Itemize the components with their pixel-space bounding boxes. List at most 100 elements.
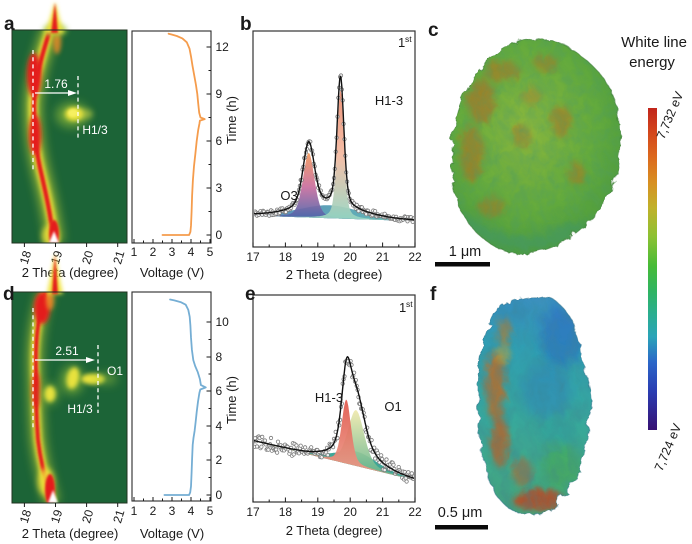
xrd-fit-line: [254, 75, 414, 221]
panel-d-contour-plot: 2.51 O1 H1/3 18 19 20 21 2 Theta (degree…: [11, 253, 128, 541]
colorbar-gradient: [648, 108, 657, 430]
xtick: 18: [17, 508, 34, 525]
voltage-a-frame: [131, 30, 212, 244]
colorbar-title-line1: White line: [621, 34, 687, 51]
time-axis-label-a: Time (h): [224, 96, 239, 144]
peak-label-H13-b: H1-3: [375, 93, 403, 108]
ttick: 0: [216, 488, 223, 502]
cycle-superscript-e: st: [406, 299, 413, 309]
vtick: 2: [150, 245, 157, 259]
panel-label-b: b: [240, 14, 252, 35]
xtick: 17: [246, 250, 260, 264]
xaxis-label-voltage-d: Voltage (V): [140, 526, 204, 541]
xrd-e-frame: [252, 294, 416, 503]
xtick: 19: [48, 508, 65, 525]
phase-label-h13-a: H1/3: [82, 123, 108, 137]
scalebar-f: [435, 525, 488, 530]
cycle-superscript-b: st: [405, 34, 412, 44]
contour-d-xaxis: 18 19 20 21 2 Theta (degree): [17, 503, 128, 541]
xrd-fit-line: [254, 355, 414, 480]
xrd-b-ticks: [252, 242, 416, 247]
contour-d-annotations: 2.51 O1 H1/3: [32, 308, 123, 430]
vtick: 3: [169, 245, 176, 259]
panel-e-xrd-plot: 1 st H1-3 O1 17 18 19 20 21 22 2 Theta (…: [246, 294, 422, 538]
vtick: 5: [207, 245, 214, 259]
scalebar-label-c: 1 μm: [449, 244, 482, 260]
peak-label-O3: O3: [280, 188, 297, 203]
vtick: 4: [188, 504, 195, 518]
voltage-a-curve: [161, 32, 206, 236]
xtick: 17: [246, 505, 260, 519]
scalebar-c: [435, 262, 490, 267]
panel-d-voltage-plot: 1 2 3 4 5 Voltage (V) 0 2 4 6 8 10 Time …: [131, 291, 239, 541]
ttick: 3: [216, 181, 223, 195]
colorbar-max-value: 7,732 eV: [654, 89, 687, 141]
xtick: 21: [110, 249, 127, 266]
scalebar-label-f: 0.5 μm: [438, 505, 483, 521]
ttick: 9: [216, 87, 223, 101]
contour-d-intensity-art: [27, 292, 117, 503]
contour-a-frame: [11, 29, 128, 244]
panel-a-contour-plot: 1.76 H1/3 18 19 20 21 2 Theta (degree): [11, 2, 128, 280]
xaxis-label-voltage-a: Voltage (V): [140, 265, 204, 280]
shift-arrowhead: [68, 90, 77, 96]
ttick: 4: [216, 419, 223, 433]
xtick: 21: [110, 508, 127, 525]
xtick: 19: [311, 505, 325, 519]
contour-a-intensity-art: [24, 30, 93, 243]
ttick: 12: [216, 40, 230, 54]
ttick: 2: [216, 453, 223, 467]
voltage-a-ticks: [133, 46, 211, 243]
contour-d-frame: [11, 291, 128, 504]
panel-b-xrd-plot: 1 st O3 H1-3 17 18 19 20 21 22 2 Theta (…: [246, 30, 422, 282]
vtick: 2: [150, 504, 157, 518]
xtick: 22: [408, 250, 422, 264]
xrd-component-fill-H1-3: [254, 89, 414, 221]
voltage-d-frame: [131, 291, 212, 502]
vtick: 5: [207, 504, 214, 518]
panel-c-particle-map: 1 μm: [435, 36, 619, 267]
shift-value-a: 1.76: [44, 77, 68, 91]
contour-a-annotations: 1.76 H1/3: [32, 50, 108, 172]
xtick: 18: [17, 249, 34, 266]
xrd-component-fill-O1: [254, 410, 414, 480]
xtick: 18: [279, 250, 293, 264]
vtick: 4: [188, 245, 195, 259]
vtick: 1: [131, 245, 138, 259]
xtick: 19: [48, 249, 65, 266]
xtick: 20: [79, 249, 96, 266]
xrd-e-data: [254, 355, 414, 484]
panel-label-e: e: [245, 284, 256, 305]
xtick: 19: [311, 250, 325, 264]
vtick: 1: [131, 504, 138, 518]
voltage-d-ticks: [133, 321, 211, 501]
xaxis-label-e: 2 Theta (degree): [286, 523, 383, 538]
panel-f-particle-map: 0.5 μm: [435, 294, 590, 530]
vtick: 3: [169, 504, 176, 518]
xrd-b-data: [254, 73, 414, 224]
xaxis-label-contour-d: 2 Theta (degree): [22, 526, 119, 541]
contour-d-top-flame: [47, 253, 63, 294]
xtick: 20: [344, 250, 358, 264]
time-axis-label-d: Time (h): [224, 376, 239, 424]
xtick: 18: [279, 505, 293, 519]
xtick: 21: [376, 250, 390, 264]
shift-value-d: 2.51: [55, 344, 79, 358]
phase-label-O1-d: O1: [107, 364, 123, 378]
xtick: 20: [344, 505, 358, 519]
xrd-e-ticks: [252, 497, 416, 502]
ttick: 6: [216, 134, 223, 148]
cycle-number-b: 1: [398, 35, 405, 50]
cycle-number-e: 1: [399, 300, 406, 315]
ttick: 10: [216, 315, 230, 329]
ttick: 0: [216, 228, 223, 242]
contour-a-xaxis: 18 19 20 21 2 Theta (degree): [17, 243, 128, 280]
peak-label-H13-e: H1-3: [315, 390, 343, 405]
ttick: 8: [216, 350, 223, 364]
particle-f: [476, 294, 590, 514]
panel-label-a: a: [4, 14, 15, 35]
voltage-d-curve: [163, 298, 207, 496]
ttick: 6: [216, 384, 223, 398]
shift-arrowhead: [86, 357, 95, 363]
